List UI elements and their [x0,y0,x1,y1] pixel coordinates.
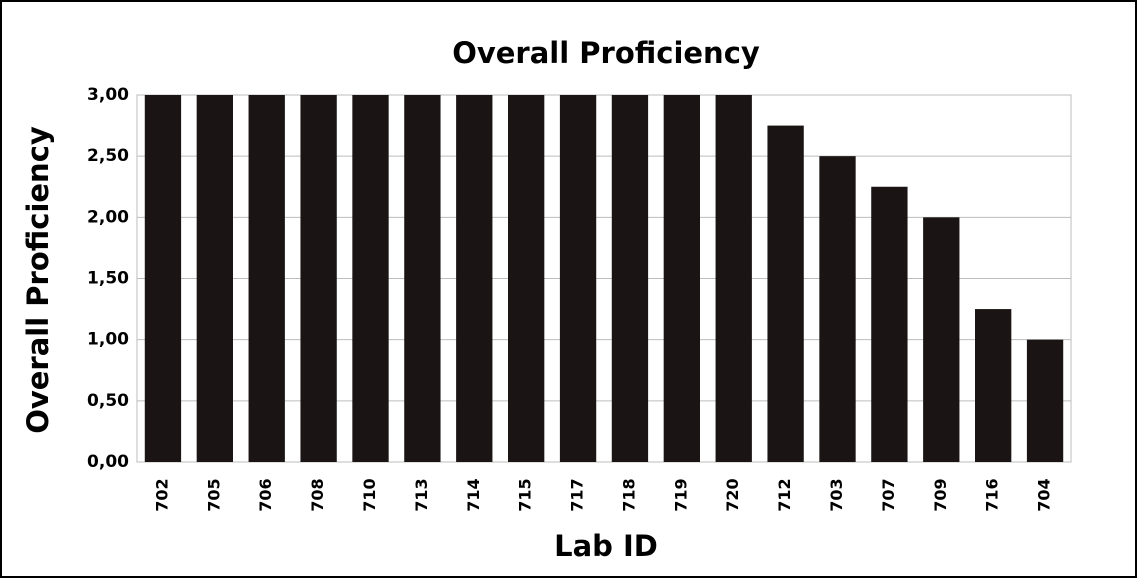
y-tick-label: 1,50 [87,269,129,289]
y-tick-label: 2,00 [87,207,129,227]
x-tick-label: 709 [931,478,950,511]
x-tick-label: 703 [827,478,846,511]
x-tick-label: 710 [360,478,379,511]
x-tick-label: 712 [775,478,794,511]
y-tick-label: 2,50 [87,146,129,166]
bar [559,95,597,462]
x-tick-label: 704 [1035,478,1054,511]
bar [767,125,804,462]
y-tick-label: 1,00 [87,330,129,350]
x-tick-label: 714 [464,478,483,511]
bar [923,217,960,462]
bar [300,95,337,462]
y-tick-label: 0,50 [87,391,129,411]
bar [871,186,908,462]
bar [975,309,1012,462]
bar [456,95,493,462]
bar [144,95,182,462]
bar [352,95,389,462]
bar [611,95,649,462]
bar [404,95,441,462]
chart-title: Overall Proficiency [452,36,760,70]
bar [819,156,856,462]
x-tick-label: 716 [983,478,1002,511]
x-tick-label: 705 [204,478,223,511]
x-axis-label: Lab ID [554,529,658,563]
bar [663,95,700,462]
x-tick-label: 717 [568,478,587,511]
bar [508,95,545,462]
x-tick-label: 713 [412,478,431,511]
x-tick-label: 706 [256,478,275,511]
bar [715,95,752,462]
x-tick-label: 718 [619,478,638,511]
y-tick-label: 3,00 [87,85,129,105]
x-tick-label: 708 [308,478,327,511]
bar [196,95,233,462]
x-tick-label: 715 [516,478,535,511]
x-tick-label: 720 [723,478,742,511]
y-tick-label: 0,00 [87,452,129,472]
x-tick-label: 702 [152,478,171,511]
bar [1026,339,1064,462]
bar [248,95,285,462]
x-tick-label: 707 [879,478,898,511]
y-axis-label: Overall Proficiency [21,126,55,434]
x-tick-label: 719 [671,478,690,511]
